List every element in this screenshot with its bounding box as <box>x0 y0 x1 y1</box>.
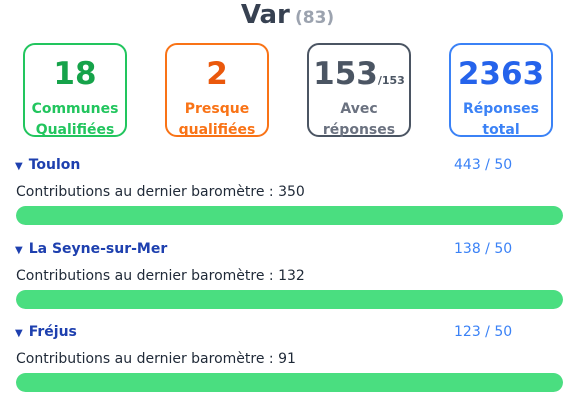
stat-card-almost-qualified: 2 Presque qualifiées <box>165 43 269 138</box>
contributions-label: Contributions au dernier baromètre : 132 <box>16 268 305 284</box>
stat-label-line2: qualifiées <box>178 122 256 138</box>
contributions-label: Contributions au dernier baromètre : 350 <box>16 184 305 200</box>
department-title: Var <box>240 0 290 30</box>
city-section-toulon: ▼ Toulon 443 / 50 Contributions au dernie… <box>0 155 575 235</box>
stat-label-line1: Presque <box>184 101 250 117</box>
stat-suffix: /153 <box>377 74 405 87</box>
city-toggle-frejus[interactable]: ▼ Fréjus <box>15 322 77 342</box>
city-name: Toulon <box>28 157 81 173</box>
stat-value: 2363 <box>457 56 545 92</box>
progress-bar-fill <box>16 373 563 392</box>
progress-bar <box>16 290 563 309</box>
stat-label-line1: Réponses <box>462 101 540 117</box>
city-name: La Seyne-sur-Mer <box>28 241 168 257</box>
progress-bar <box>16 206 563 225</box>
department-code: (83) <box>294 8 335 28</box>
caret-down-icon: ▼ <box>15 328 23 339</box>
contributions-label: Contributions au dernier baromètre : 91 <box>16 351 296 367</box>
title-row: Var (83) <box>0 0 575 30</box>
city-score: 443 / 50 <box>454 157 513 173</box>
city-name: Fréjus <box>28 324 77 340</box>
city-section-frejus: ▼ Fréjus 123 / 50 Contributions au dernie… <box>0 322 575 401</box>
progress-bar <box>16 373 563 392</box>
stat-label-line2: réponses <box>322 122 396 138</box>
stat-label-line1: Avec <box>340 101 378 117</box>
stat-value: 153/153 <box>313 56 405 92</box>
stat-value: 2 <box>206 56 228 92</box>
city-score: 123 / 50 <box>454 324 513 340</box>
progress-bar-fill <box>16 290 563 309</box>
stat-label-line1: Communes <box>31 101 119 117</box>
city-score: 138 / 50 <box>454 241 513 257</box>
caret-down-icon: ▼ <box>15 245 23 256</box>
stat-label-line2: total <box>482 122 520 138</box>
stat-card-total-responses: 2363 Réponses total <box>449 43 553 138</box>
progress-bar-fill <box>16 206 563 225</box>
city-toggle-toulon[interactable]: ▼ Toulon <box>15 155 80 175</box>
stat-label-line2: Qualifiées <box>35 122 115 138</box>
stat-card-with-responses: 153/153 Avec réponses <box>307 43 411 138</box>
city-toggle-la-seyne-sur-mer[interactable]: ▼ La Seyne-sur-Mer <box>15 239 167 259</box>
stat-card-qualified: 18 Communes Qualifiées <box>23 43 127 138</box>
caret-down-icon: ▼ <box>15 161 23 172</box>
city-section-la-seyne-sur-mer: ▼ La Seyne-sur-Mer 138 / 50 Contributions… <box>0 239 575 319</box>
stat-value: 18 <box>53 56 97 92</box>
